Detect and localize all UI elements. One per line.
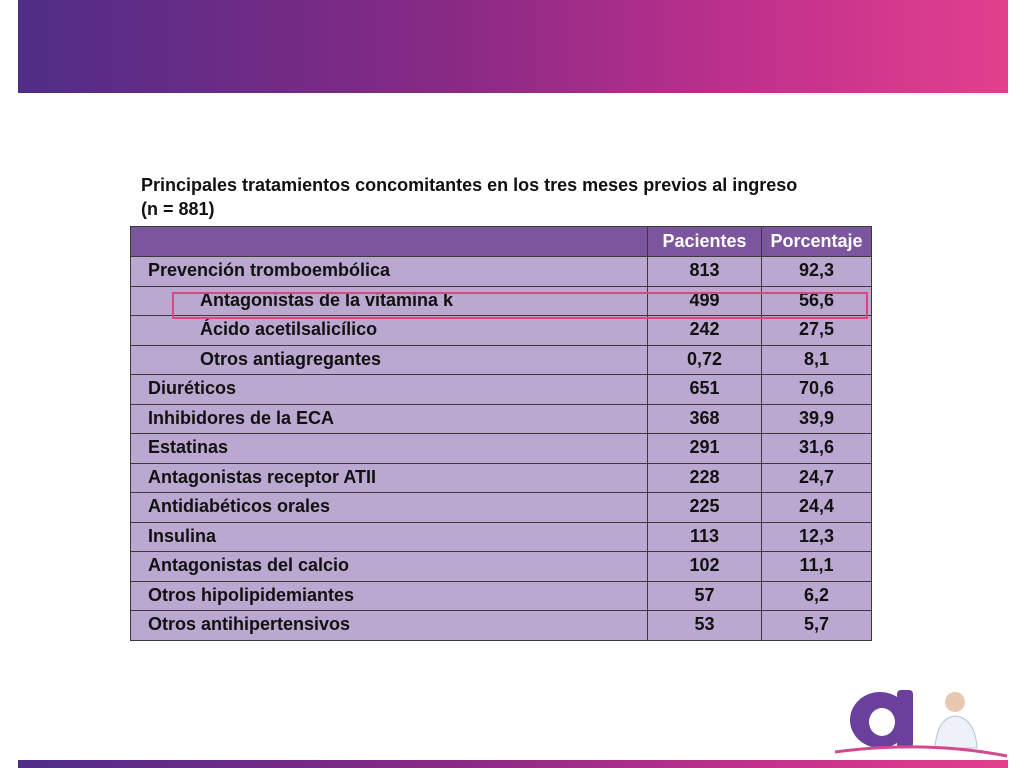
row-label: Prevención tromboembólica [130,256,648,287]
table-row: Diuréticos 651 70,6 [130,374,872,405]
footer-bar [18,760,1008,768]
cell: 92,3 [761,256,872,287]
row-label: Ácido acetilsalicílico [130,315,648,346]
cell: 53 [647,610,762,641]
cell: 368 [647,403,762,434]
table-row: Prevención tromboembólica 813 92,3 [130,256,872,287]
cell: 651 [647,374,762,405]
cell: 225 [647,492,762,523]
cell: 70,6 [761,374,872,405]
table-row: Insulina 113 12,3 [130,521,872,552]
header-bar [18,0,1008,93]
header-cell: Pacientes [647,226,762,257]
cell: 242 [647,315,762,346]
logo-a-stem [897,690,913,748]
table-title: Principales tratamientos concomitantes e… [141,175,798,219]
cell: 813 [647,256,762,287]
table-row: Otros antihipertensivos 53 5,7 [130,610,872,641]
table-row: Antagonistas del calcio 102 11,1 [130,551,872,582]
table-row: Otros antiagregantes 0,72 8,1 [130,344,872,375]
cell: 499 [647,285,762,316]
logo-swoosh [835,745,1008,758]
cell: 0,72 [647,344,762,375]
cell: 102 [647,551,762,582]
cell: 31,6 [761,433,872,464]
row-label: Otros antihipertensivos [130,610,648,641]
row-label: Diuréticos [130,374,648,405]
cell: 27,5 [761,315,872,346]
row-label: Antidiabéticos orales [130,492,648,523]
header-row: Pacientes Porcentaje [130,226,872,257]
cell: 5,7 [761,610,872,641]
cell: 11,1 [761,551,872,582]
cell: 113 [647,521,762,552]
cell: 24,7 [761,462,872,493]
row-label: Antagonistas de la vitamina k [130,285,648,316]
table-row: Antagonistas de la vitamina k 499 56,6 [130,285,872,316]
row-label: Antagonistas del calcio [130,551,648,582]
row-label: Otros hipolipidemiantes [130,580,648,611]
table-row: Inhibidores de la ECA 368 39,9 [130,403,872,434]
header-cell: Porcentaje [761,226,872,257]
row-label: Antagonistas receptor ATII [130,462,648,493]
cell: 8,1 [761,344,872,375]
table-row: Antagonistas receptor ATII 228 24,7 [130,462,872,493]
table-body: Prevención tromboembólica 813 92,3 Antagoni… [130,256,872,641]
table-row: Antidiabéticos orales 225 24,4 [130,492,872,523]
header-cell [130,226,648,257]
table-row: Otros hipolipidemiantes 57 6,2 [130,580,872,611]
cell: 24,4 [761,492,872,523]
cell: 6,2 [761,580,872,611]
cell: 56,6 [761,285,872,316]
cell: 228 [647,462,762,493]
row-label: Insulina [130,521,648,552]
table-row: Ácido acetilsalicílico 242 27,5 [130,315,872,346]
row-label: Estatinas [130,433,648,464]
row-label: Inhibidores de la ECA [130,403,648,434]
logo-figure-body [934,715,978,749]
table-row: Estatinas 291 31,6 [130,433,872,464]
cell: 291 [647,433,762,464]
row-label: Otros antiagregantes [130,344,648,375]
cell: 39,9 [761,403,872,434]
data-table: Pacientes Porcentaje Prevención tromboemb… [130,226,872,641]
logo [835,690,1008,758]
logo-a-hole [869,708,895,736]
cell: 12,3 [761,521,872,552]
logo-figure-head [945,692,965,712]
cell: 57 [647,580,762,611]
